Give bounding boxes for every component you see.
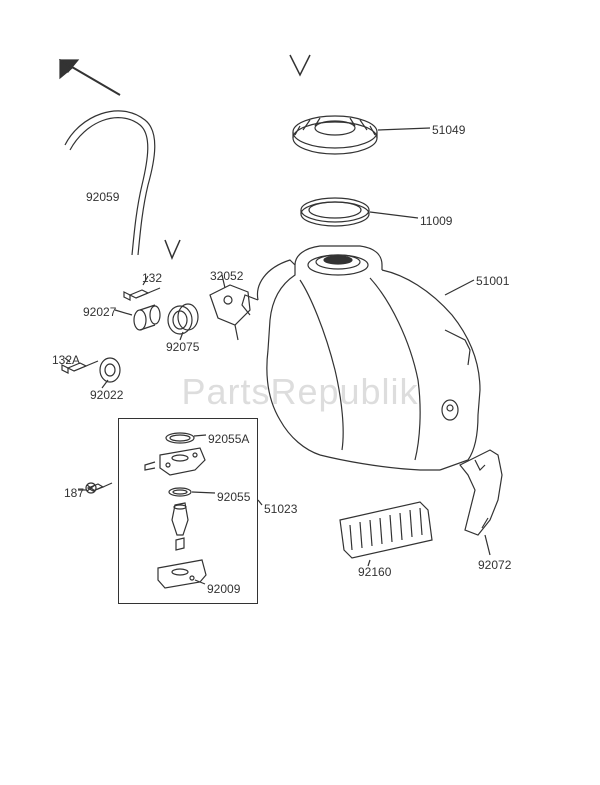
label-32052: 32052	[210, 269, 243, 283]
fuel-tank-diagram: PartsRepublik 92059 51049 11009 132 3205…	[0, 0, 600, 785]
label-92055: 92055	[217, 490, 250, 504]
label-11009: 11009	[420, 214, 452, 228]
label-92055A: 92055A	[208, 432, 249, 446]
label-51001: 51001	[476, 274, 509, 288]
label-92009: 92009	[207, 582, 240, 596]
label-92160: 92160	[358, 565, 391, 579]
label-187: 187	[64, 486, 84, 500]
label-132: 132	[142, 271, 162, 285]
label-92027: 92027	[83, 305, 116, 319]
label-132A: 132A	[52, 353, 80, 367]
label-51023: 51023	[264, 502, 297, 516]
label-51049: 51049	[432, 123, 465, 137]
label-92072: 92072	[478, 558, 511, 572]
label-92059: 92059	[86, 190, 119, 204]
label-92075: 92075	[166, 340, 199, 354]
label-92022: 92022	[90, 388, 123, 402]
